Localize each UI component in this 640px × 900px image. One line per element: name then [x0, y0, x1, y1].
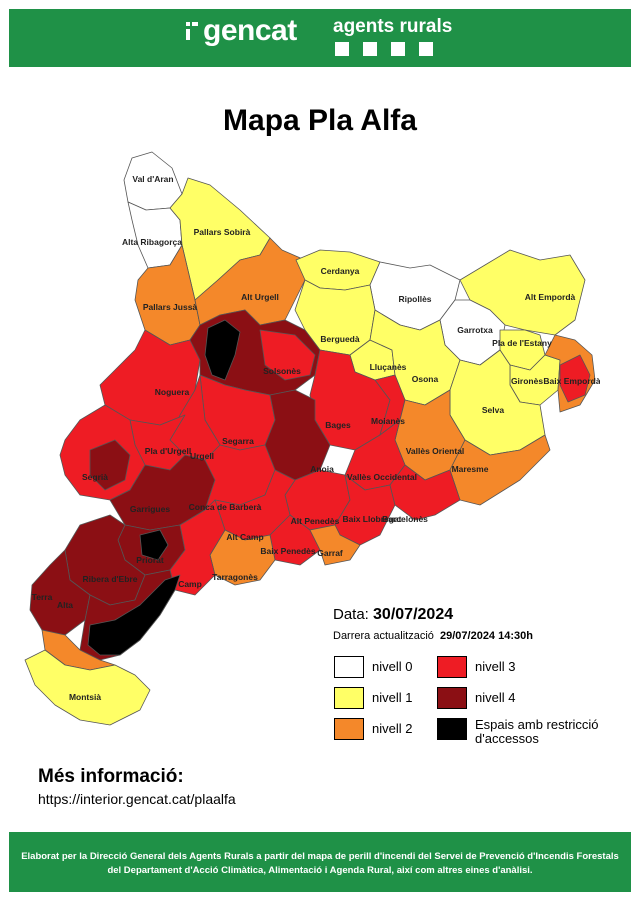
label-osona: Osona	[412, 374, 439, 384]
agents-rurals-label: agents rurals	[333, 16, 453, 37]
updated-label: Darrera actualització	[333, 630, 434, 642]
label-alt-penedes: Alt Penedès	[291, 516, 340, 526]
label-urgell: Urgell	[190, 451, 214, 461]
map-date: Data: 30/07/2024	[333, 606, 453, 624]
restriction-zone-coast	[87, 574, 181, 656]
label-valles-oriental: Vallès Oriental	[406, 446, 465, 456]
label-garrotxa: Garrotxa	[457, 325, 493, 335]
label-alta-ribagorca: Alta Ribagorça	[122, 237, 182, 247]
label-alt-emporda: Alt Empordà	[525, 292, 576, 302]
region-baix-emporda-red	[559, 354, 591, 403]
label-bergueda: Berguedà	[320, 334, 359, 344]
label-bages: Bages	[325, 420, 351, 430]
catalonia-risk-map: Val d'Aran Alta Ribagorça Pallars Sobirà…	[24, 151, 600, 726]
restriction-zone-north	[204, 319, 241, 381]
label-anoia: Anoia	[310, 464, 334, 474]
label-terra-alta-1: Terra	[32, 592, 53, 602]
label-tarragones: Tarragonès	[212, 572, 258, 582]
region-segria-dark	[89, 439, 131, 491]
more-info-link[interactable]: https://interior.gencat.cat/plaalfa	[38, 791, 236, 807]
label-barcelones: Barcelonès	[382, 514, 428, 524]
region-barcelones	[389, 464, 461, 521]
more-info-title: Més informació:	[38, 766, 184, 787]
label-ripolles: Ripollès	[398, 294, 431, 304]
label-segarra: Segarra	[222, 436, 254, 446]
label-girones: Gironès	[511, 376, 543, 386]
label-noguera: Noguera	[155, 387, 190, 397]
label-baix-camp: Camp	[178, 579, 202, 589]
label-llucanes: Lluçanès	[370, 362, 407, 372]
label-cerdanya: Cerdanya	[321, 266, 360, 276]
label-moianes: Moianès	[371, 416, 405, 426]
date-label: Data:	[333, 606, 369, 623]
label-montsia: Montsià	[69, 692, 101, 702]
legend-swatch	[334, 687, 364, 709]
legend-label: nivell 0	[372, 659, 413, 674]
label-pla-urgell: Pla d'Urgell	[145, 446, 191, 456]
label-pla-estany: Pla de l'Estany	[492, 338, 552, 348]
legend-swatch	[334, 718, 364, 740]
legend-swatch	[437, 656, 467, 678]
label-alt-camp: Alt Camp	[226, 532, 263, 542]
gencat-logo-icon	[186, 22, 198, 40]
label-terra-alta-2: Alta	[57, 600, 73, 610]
header-banner	[9, 9, 631, 67]
page-title: Mapa Pla Alfa	[223, 104, 417, 137]
legend-label: nivell 4	[475, 690, 516, 705]
legend-swatch	[437, 718, 467, 740]
region-garraf	[309, 524, 361, 566]
label-conca-barbera: Conca de Barberà	[189, 502, 262, 512]
label-alt-urgell: Alt Urgell	[241, 292, 279, 302]
legend-label: nivell 3	[475, 659, 516, 674]
label-baix-llobregat: Baix Llobregat	[342, 514, 401, 524]
label-garraf: Garraf	[317, 548, 343, 558]
legend-label: nivell 2	[372, 721, 413, 736]
date-value: 30/07/2024	[373, 606, 454, 623]
label-baix-emporda: Baix Empordà	[543, 376, 600, 386]
map-region-labels: Val d'Aran Alta Ribagorça Pallars Sobirà…	[32, 174, 600, 702]
label-pallars-sobira: Pallars Sobirà	[194, 227, 251, 237]
gencat-brand: gencat	[203, 14, 297, 47]
label-pallars-jussa: Pallars Jussà	[143, 302, 198, 312]
label-maresme: Maresme	[452, 464, 489, 474]
last-updated: Darrera actualització 29/07/2024 14:30h	[333, 630, 533, 642]
footer-banner: Elaborat per la Direcció General dels Ag…	[9, 832, 631, 892]
label-segria: Segrià	[82, 472, 108, 482]
label-solsones: Solsonès	[263, 366, 301, 376]
label-priorat: Priorat	[136, 555, 164, 565]
region-montsia	[24, 649, 151, 726]
legend-label: nivell 1	[372, 690, 413, 705]
restriction-zone-priorat	[139, 529, 169, 561]
label-garrigues: Garrigues	[130, 504, 170, 514]
label-valles-occidental: Vallès Occidental	[347, 472, 417, 482]
legend-label: Espais amb restricció d'accessos	[475, 717, 599, 746]
region-maresme	[449, 434, 551, 506]
region-solsones-red	[259, 329, 316, 381]
agents-rurals-logo-icon	[335, 42, 445, 56]
region-baix-llobregat	[334, 474, 396, 546]
region-baix-camp	[169, 499, 226, 596]
label-val-aran: Val d'Aran	[132, 174, 173, 184]
updated-value: 29/07/2024 14:30h	[440, 630, 533, 642]
label-baix-penedes: Baix Penedès	[260, 546, 316, 556]
label-ribera-ebre: Ribera d'Ebre	[83, 574, 138, 584]
legend-swatch	[334, 656, 364, 678]
label-selva: Selva	[482, 405, 504, 415]
legend-swatch	[437, 687, 467, 709]
